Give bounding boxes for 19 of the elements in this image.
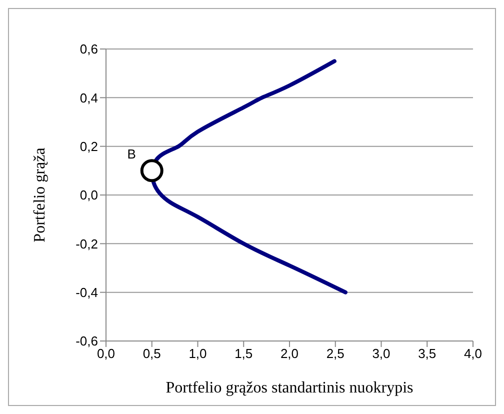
y-tick-label: -0,6 bbox=[76, 334, 98, 349]
y-tick-label: 0,4 bbox=[80, 90, 98, 106]
x-tick-label: 2,0 bbox=[280, 346, 299, 362]
x-tick-label: 1,0 bbox=[188, 346, 207, 362]
x-tick-label: 0,0 bbox=[96, 346, 116, 362]
x-tick-label: 3,5 bbox=[418, 346, 436, 362]
y-tick-label: 0,2 bbox=[80, 138, 98, 154]
x-tick-label: 2,5 bbox=[326, 346, 344, 362]
y-tick-label: 0,0 bbox=[80, 188, 98, 203]
y-tick-label: 0,6 bbox=[80, 42, 98, 57]
x-tick-label: 0,5 bbox=[142, 346, 161, 362]
x-tick-label: 3,0 bbox=[372, 346, 390, 362]
x-tick-label: 1,5 bbox=[234, 346, 253, 362]
y-tick-label: -0,4 bbox=[76, 284, 98, 300]
y-axis-title: Portfelio grąža bbox=[32, 148, 49, 242]
x-tick-label: 4,0 bbox=[464, 346, 482, 362]
x-axis-title: Portfelio grąžos standartinis nuokrypis bbox=[166, 379, 414, 396]
annotation: B bbox=[127, 146, 136, 162]
y-tick-label: -0,2 bbox=[76, 236, 98, 252]
